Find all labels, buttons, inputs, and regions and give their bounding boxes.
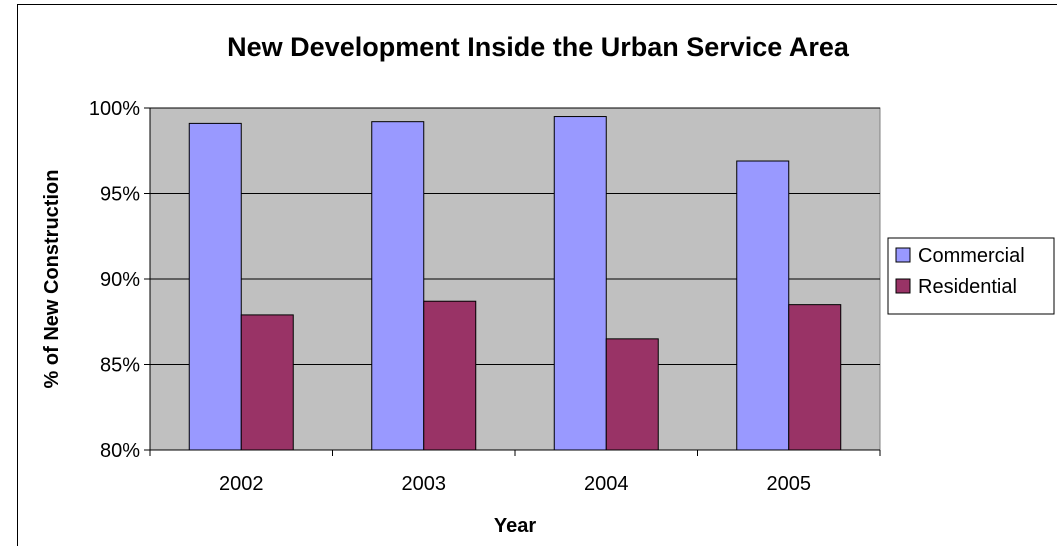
bar-residential-2004 [605,338,659,451]
bar-residential-2005 [788,304,842,451]
bar-commercial-2005 [736,160,790,451]
x-tick-label: 2004 [584,473,629,495]
x-axis-title: Year [494,515,536,537]
y-tick-label: 85% [100,355,140,377]
x-axis: 2002 2003 2004 2005 [149,449,881,495]
bar-residential-2002 [240,314,294,451]
chart-title: New Development Inside the Urban Service… [227,32,850,62]
y-tick-label: 80% [100,440,140,462]
legend-swatch-commercial [895,247,911,263]
chart-frame [17,4,1057,546]
legend-label-residential: Residential [918,276,1017,298]
y-tick-label: 90% [100,269,140,291]
legend-swatch-residential [895,278,911,294]
y-axis-title: % of New Construction [41,170,63,389]
x-tick-label: 2002 [219,473,264,495]
bars [188,116,842,451]
legend-box [887,237,1055,315]
y-axis: 80% 85% 90% 95% 100% [89,98,151,462]
x-tick-label: 2003 [402,473,447,495]
bar-commercial-2002 [188,122,242,451]
bar-residential-2003 [423,300,477,451]
bar-commercial-2003 [371,121,425,451]
y-tick-label: 95% [100,184,140,206]
legend: Commercial Residential [887,237,1055,315]
bar-commercial-2004 [553,116,607,451]
x-tick-label: 2005 [767,473,812,495]
legend-label-commercial: Commercial [918,245,1025,267]
y-tick-label: 100% [89,98,140,120]
